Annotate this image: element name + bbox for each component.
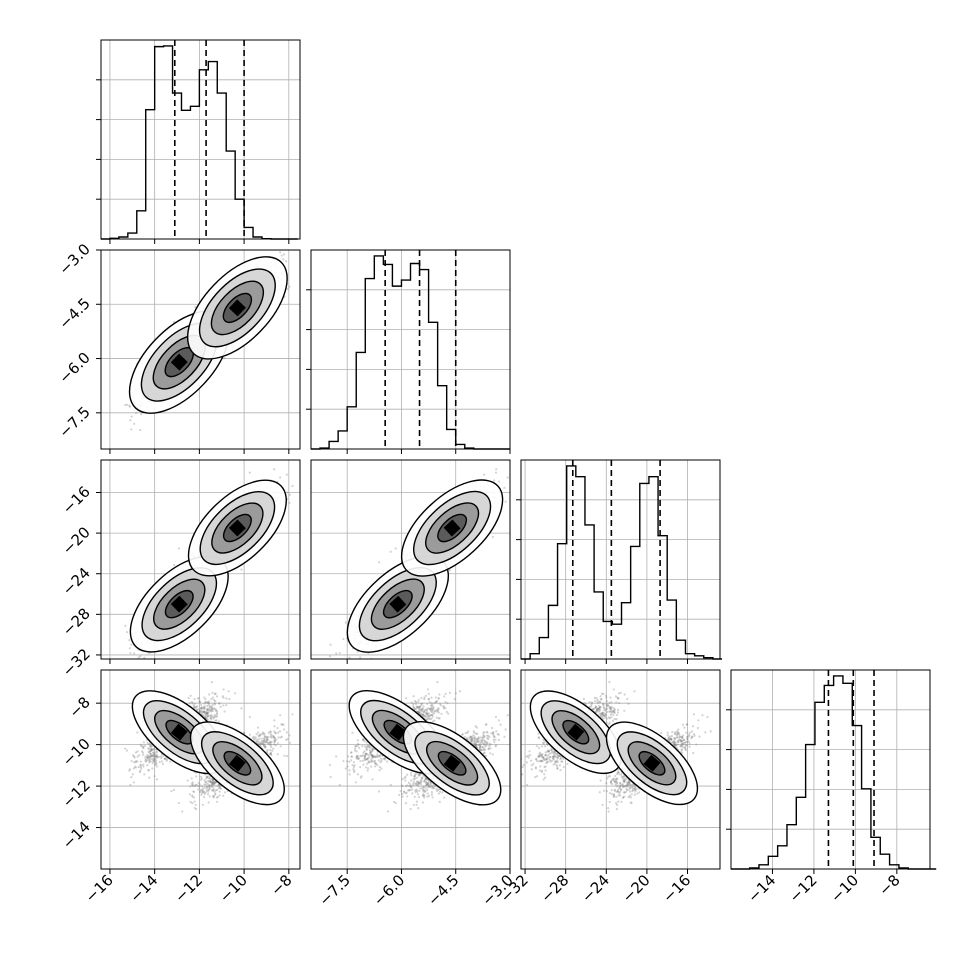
- sample-point: [291, 241, 293, 243]
- sample-point: [133, 661, 135, 663]
- sample-point: [286, 491, 289, 494]
- panel-frame: [100, 39, 301, 240]
- panel-0-1: [100, 241, 301, 450]
- panel-0-2: [100, 459, 301, 663]
- sample-point: [137, 660, 139, 662]
- sample-point: [280, 254, 283, 257]
- sample-point: [279, 476, 282, 479]
- sample-point: [130, 428, 133, 431]
- sample-point: [133, 422, 136, 425]
- sample-point: [285, 473, 288, 476]
- panel-frame: [520, 459, 721, 660]
- sample-point: [282, 258, 285, 261]
- panel-frame: [730, 669, 931, 870]
- sample-point: [128, 639, 131, 642]
- sample-point: [125, 403, 129, 406]
- panel-frame: [310, 249, 511, 450]
- sample-point: [125, 631, 129, 634]
- density-0-1: [124, 241, 293, 432]
- sample-point: [130, 643, 133, 646]
- sample-point: [124, 624, 127, 627]
- sample-point: [128, 647, 131, 650]
- sample-point: [177, 547, 180, 550]
- sample-point: [128, 404, 131, 407]
- sample-point: [288, 493, 292, 496]
- sample-point: [172, 320, 176, 323]
- sample-point: [139, 655, 142, 658]
- density-peak: [228, 299, 246, 317]
- sample-point: [248, 471, 251, 474]
- sample-point: [137, 656, 140, 659]
- sample-point: [140, 413, 143, 416]
- sample-point: [133, 652, 136, 655]
- panel-0-0: [96, 39, 301, 240]
- histogram-p1: [311, 255, 510, 450]
- sample-point: [130, 415, 133, 418]
- panel-1-1: [306, 249, 511, 450]
- sample-point: [139, 428, 142, 432]
- sample-point: [282, 253, 286, 256]
- panel-frame: [100, 249, 301, 450]
- sample-point: [288, 285, 291, 288]
- sample-point: [143, 656, 146, 659]
- panel-2-2: [516, 459, 723, 660]
- sample-point: [223, 357, 226, 360]
- sample-point: [128, 405, 131, 408]
- histogram-p2: [521, 465, 723, 660]
- sample-point: [129, 651, 132, 655]
- density-peak: [170, 353, 188, 371]
- sample-point: [285, 259, 288, 263]
- panel-3-3: [726, 669, 937, 870]
- sample-point: [172, 563, 176, 567]
- sample-point: [273, 468, 276, 471]
- histogram-p3: [731, 675, 937, 870]
- sample-point: [134, 411, 138, 415]
- histogram-p0: [101, 45, 298, 240]
- sample-point: [240, 568, 243, 571]
- sample-point: [279, 251, 282, 254]
- sample-point: [288, 501, 291, 504]
- sample-point: [124, 403, 127, 407]
- sample-point: [129, 419, 132, 422]
- sample-point: [286, 287, 289, 291]
- density-0-2: [124, 468, 294, 663]
